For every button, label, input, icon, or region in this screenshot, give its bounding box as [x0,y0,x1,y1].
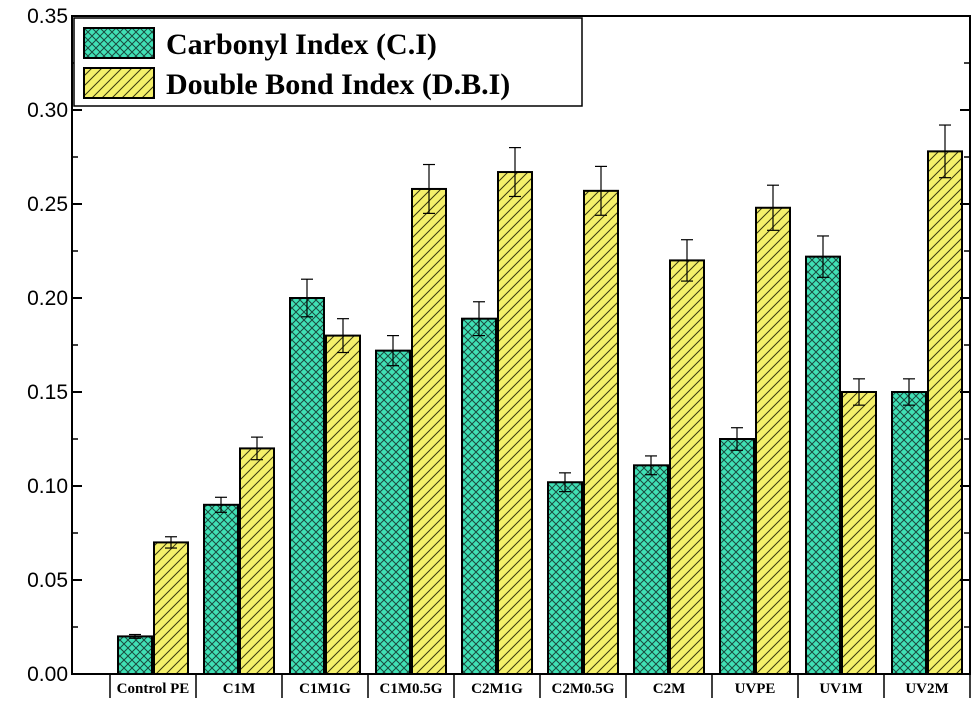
x-tick-label: C1M0.5G [380,681,443,697]
bar-double-bond-index [411,187,447,676]
bar-carbonyl-index [461,317,497,675]
bar-carbonyl-index [891,391,927,675]
y-tick-label: 0.20 [27,287,68,310]
bar-carbonyl-index [547,481,583,675]
bar-carbonyl-index [633,464,669,675]
legend-swatch-double-bond [83,67,155,99]
x-tick-label: UV2M [905,681,948,697]
bar-double-bond-index [239,447,275,675]
x-tick-label: Control PE [117,681,190,697]
bar-double-bond-index [669,259,705,675]
x-axis: Control PE C1M C1M1G C1M0.5G C2M1G C2M0.5G C2M… [109,674,971,698]
x-tick-label: C2M1G [471,681,523,697]
y-tick-label: 0.35 [27,5,68,28]
bar-double-bond-index [841,391,877,675]
bar-double-bond-index [497,171,533,675]
legend-label: Carbonyl Index (C.I) [166,28,437,61]
y-tick-label: 0.15 [27,381,68,404]
bar-carbonyl-index [719,438,755,675]
bar-double-bond-index [927,150,963,676]
x-tick-label: C2M0.5G [552,681,615,697]
bar-double-bond-index [755,206,791,675]
bar-double-bond-index [325,334,361,675]
legend-swatch-carbonyl [83,27,155,59]
legend-label: Double Bond Index (D.B.I) [166,68,510,101]
x-tick-label: C1M [223,681,256,697]
y-tick-label: 0.05 [27,569,68,592]
x-tick-label: UV1M [819,681,862,697]
bars [117,124,963,676]
bar-double-bond-index [153,541,189,676]
bar-carbonyl-index [117,635,153,676]
x-tick-label: UVPE [735,681,776,697]
y-tick-label: 0.00 [27,663,68,686]
bar-carbonyl-index [805,255,841,675]
y-tick-label: 0.25 [27,193,68,216]
x-tick-label: C2M [653,681,686,697]
bar-carbonyl-index [203,503,239,675]
legend-box [73,17,583,107]
y-tick-label: 0.30 [27,99,68,122]
x-tick-label: C1M1G [299,681,351,697]
legend: Carbonyl Index (C.I) Double Bond Index (D… [73,17,583,107]
bar-carbonyl-index [375,349,411,675]
bar-carbonyl-index [289,297,325,675]
y-tick-label: 0.10 [27,475,68,498]
y-axis: 0.00 0.05 0.10 0.15 0.20 0.25 0.30 0.35 [27,5,970,686]
bar-double-bond-index [583,189,619,675]
